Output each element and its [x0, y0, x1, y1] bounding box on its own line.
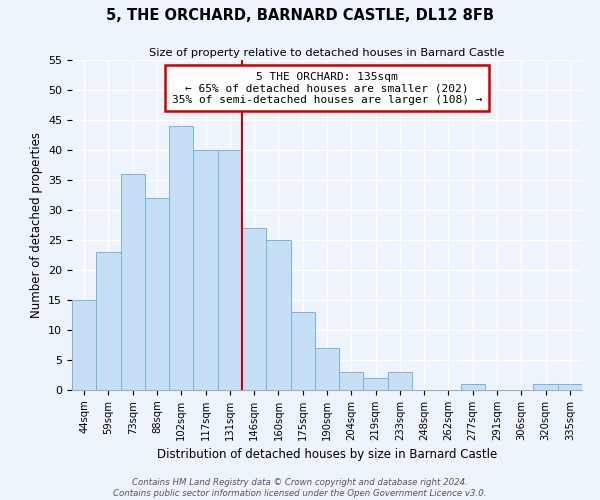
Bar: [290, 312, 315, 390]
Bar: [193, 150, 218, 390]
Text: 5 THE ORCHARD: 135sqm
← 65% of detached houses are smaller (202)
35% of semi-det: 5 THE ORCHARD: 135sqm ← 65% of detached …: [172, 72, 482, 105]
Bar: [145, 198, 169, 390]
Bar: [461, 384, 485, 390]
Bar: [558, 384, 582, 390]
Bar: [339, 372, 364, 390]
Bar: [266, 240, 290, 390]
Bar: [169, 126, 193, 390]
Bar: [364, 378, 388, 390]
Bar: [315, 348, 339, 390]
Bar: [72, 300, 96, 390]
Bar: [96, 252, 121, 390]
Bar: [121, 174, 145, 390]
Bar: [242, 228, 266, 390]
Text: 5, THE ORCHARD, BARNARD CASTLE, DL12 8FB: 5, THE ORCHARD, BARNARD CASTLE, DL12 8FB: [106, 8, 494, 22]
X-axis label: Distribution of detached houses by size in Barnard Castle: Distribution of detached houses by size …: [157, 448, 497, 462]
Title: Size of property relative to detached houses in Barnard Castle: Size of property relative to detached ho…: [149, 48, 505, 58]
Bar: [388, 372, 412, 390]
Bar: [218, 150, 242, 390]
Y-axis label: Number of detached properties: Number of detached properties: [29, 132, 43, 318]
Bar: [533, 384, 558, 390]
Text: Contains HM Land Registry data © Crown copyright and database right 2024.
Contai: Contains HM Land Registry data © Crown c…: [113, 478, 487, 498]
